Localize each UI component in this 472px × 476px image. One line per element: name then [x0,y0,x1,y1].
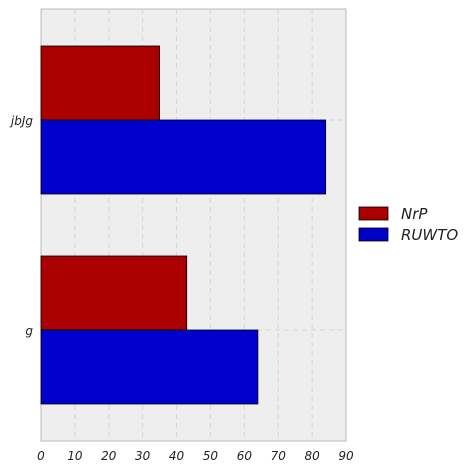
x-tick-label-5: 50 [203,449,219,463]
x-tick-label-8: 80 [304,449,320,463]
legend-swatch-nrp [358,206,389,221]
x-tick-label-6: 60 [237,449,253,463]
x-tick-labels: 0 10 20 30 40 50 60 70 80 90 [37,449,354,463]
bar-ruwto-g [40,329,259,405]
bar-nrp-g [40,255,188,331]
legend-label-ruwto: RUWTO [401,226,458,244]
y-tick-label-1: g [25,324,33,338]
legend-swatch-ruwto [358,227,389,242]
x-tick-label-2: 20 [101,449,117,463]
x-tick-label-1: 10 [67,449,83,463]
legend: NrP RUWTO [358,205,458,244]
bar-nrp-jbjg [40,45,161,121]
bar-ruwto-jbjg [40,119,327,195]
legend-label-nrp: NrP [401,205,428,223]
x-tick-label-9: 90 [338,449,354,463]
x-tick-label-3: 30 [135,449,151,463]
x-tick-label-4: 40 [169,449,185,463]
x-tick-label-7: 70 [271,449,287,463]
y-tick-labels: jbJg g [9,114,33,338]
x-tick-label-0: 0 [37,449,45,463]
bars [40,45,327,405]
y-tick-label-0: jbJg [9,114,33,128]
